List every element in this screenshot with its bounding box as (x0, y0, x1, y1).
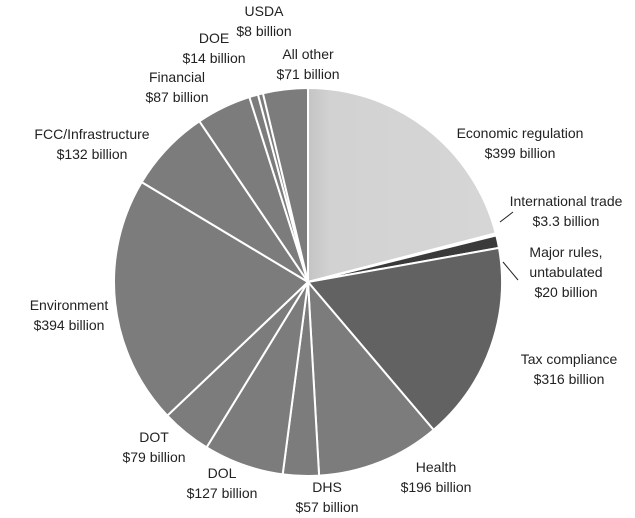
pie-slices (113, 86, 503, 477)
label-international-trade: International trade $3.3 billion (510, 193, 623, 229)
slice-tax-compliance (306, 246, 503, 432)
label-usda: USDA $8 billion (236, 3, 291, 39)
label-dot: DOT $79 billion (122, 429, 185, 465)
label-health: Health $196 billion (401, 459, 472, 495)
slice-environment (113, 180, 310, 418)
label-all-other: All other $71 billion (276, 46, 339, 82)
slice-all-other (261, 86, 309, 283)
leader-line-international-trade (499, 211, 514, 223)
leader-lines (499, 211, 519, 281)
label-tax-compliance: Tax compliance $316 billion (521, 351, 618, 387)
slice-labels: Economic regulation $399 billion Internati… (30, 3, 623, 515)
label-fcc-infrastructure: FCC/Infrastructure $132 billion (34, 126, 149, 162)
slice-health (306, 279, 436, 477)
label-dol: DOL $127 billion (187, 465, 258, 501)
label-environment: Environment $394 billion (30, 297, 109, 333)
leader-line-major-rules-untabulated (502, 261, 519, 281)
slice-economic-regulation (307, 86, 498, 284)
label-dhs: DHS $57 billion (295, 479, 358, 515)
label-major-rules-untabulated: Major rules, untabulated $20 billion (529, 244, 602, 300)
label-economic-regulation: Economic regulation $399 billion (457, 125, 584, 161)
label-doe: DOE $14 billion (182, 30, 245, 66)
label-financial: Financial $87 billion (145, 69, 208, 105)
